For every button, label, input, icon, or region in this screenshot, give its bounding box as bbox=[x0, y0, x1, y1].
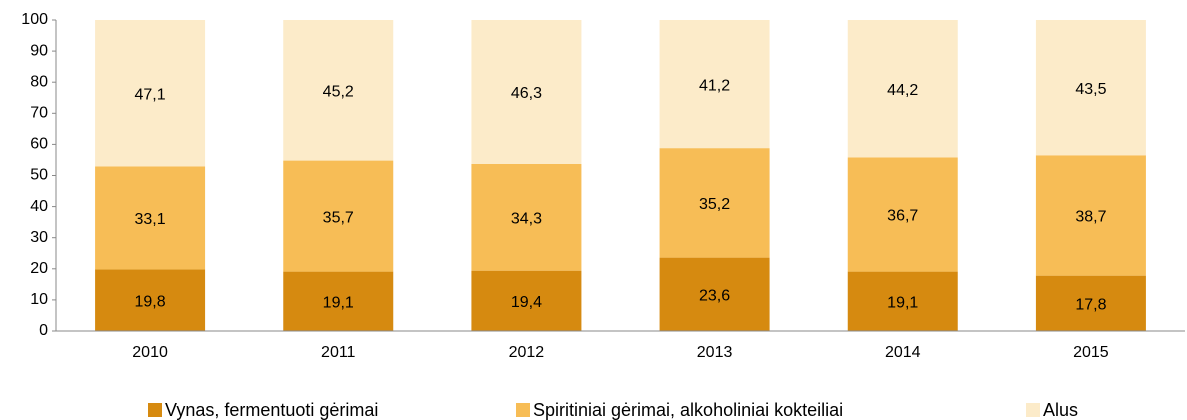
bar-segment bbox=[659, 20, 770, 149]
legend-label: Alus bbox=[1043, 400, 1078, 420]
bar-segment bbox=[659, 257, 770, 331]
bar-segment bbox=[471, 20, 582, 164]
y-tick-label: 50 bbox=[30, 167, 48, 184]
data-label: 43,5 bbox=[1075, 81, 1106, 98]
data-label: 47,1 bbox=[135, 86, 166, 103]
x-tick-label: 2012 bbox=[509, 344, 545, 361]
x-tick-label: 2013 bbox=[697, 344, 733, 361]
bar-segment bbox=[1035, 20, 1146, 156]
data-label: 19,1 bbox=[323, 295, 354, 312]
y-tick-label: 0 bbox=[39, 322, 48, 339]
y-tick-label: 60 bbox=[30, 136, 48, 153]
y-tick-label: 90 bbox=[30, 42, 48, 59]
bar-segment bbox=[1035, 275, 1146, 331]
data-label: 44,2 bbox=[887, 82, 918, 99]
data-label: 17,8 bbox=[1075, 297, 1106, 314]
data-label: 34,3 bbox=[511, 211, 542, 228]
data-label: 38,7 bbox=[1075, 209, 1106, 226]
data-label: 41,2 bbox=[699, 77, 730, 94]
data-label: 35,2 bbox=[699, 196, 730, 213]
data-label: 46,3 bbox=[511, 85, 542, 102]
bar-segment bbox=[847, 271, 958, 331]
legend-swatch bbox=[148, 403, 162, 417]
y-tick-label: 20 bbox=[30, 260, 48, 277]
y-tick-label: 10 bbox=[30, 291, 48, 308]
data-label: 19,8 bbox=[135, 293, 166, 310]
bar-segment bbox=[95, 20, 206, 167]
data-label: 19,4 bbox=[511, 294, 542, 311]
data-label: 19,1 bbox=[887, 295, 918, 312]
x-tick-label: 2010 bbox=[132, 344, 168, 361]
bar-segment bbox=[283, 160, 394, 272]
y-tick-label: 30 bbox=[30, 229, 48, 246]
bar-segment bbox=[847, 157, 958, 272]
bar-segment bbox=[1035, 155, 1146, 276]
y-tick-label: 100 bbox=[21, 11, 48, 28]
data-label: 35,7 bbox=[323, 209, 354, 226]
legend-label: Spiritiniai gėrimai, alkoholiniai koktei… bbox=[533, 400, 843, 420]
x-tick-label: 2014 bbox=[885, 344, 921, 361]
bar-segment bbox=[471, 270, 582, 331]
bar-segment bbox=[283, 271, 394, 331]
bar-segment bbox=[659, 148, 770, 258]
y-tick-label: 80 bbox=[30, 73, 48, 90]
x-tick-label: 2011 bbox=[321, 344, 356, 361]
legend-swatch bbox=[1026, 403, 1040, 417]
data-label: 45,2 bbox=[323, 84, 354, 101]
bar-segment bbox=[283, 20, 394, 161]
bar-segment bbox=[95, 269, 206, 331]
x-tick-label: 2015 bbox=[1073, 344, 1109, 361]
legend-swatch bbox=[516, 403, 530, 417]
data-label: 23,6 bbox=[699, 288, 730, 305]
legend-label: Vynas, fermentuoti gėrimai bbox=[165, 400, 378, 420]
y-tick-label: 40 bbox=[30, 198, 48, 215]
bar-segment bbox=[471, 163, 582, 271]
y-tick-label: 70 bbox=[30, 105, 48, 122]
data-label: 33,1 bbox=[135, 211, 166, 228]
bar-segment bbox=[95, 166, 206, 270]
bar-segment bbox=[847, 20, 958, 158]
data-label: 36,7 bbox=[887, 208, 918, 225]
